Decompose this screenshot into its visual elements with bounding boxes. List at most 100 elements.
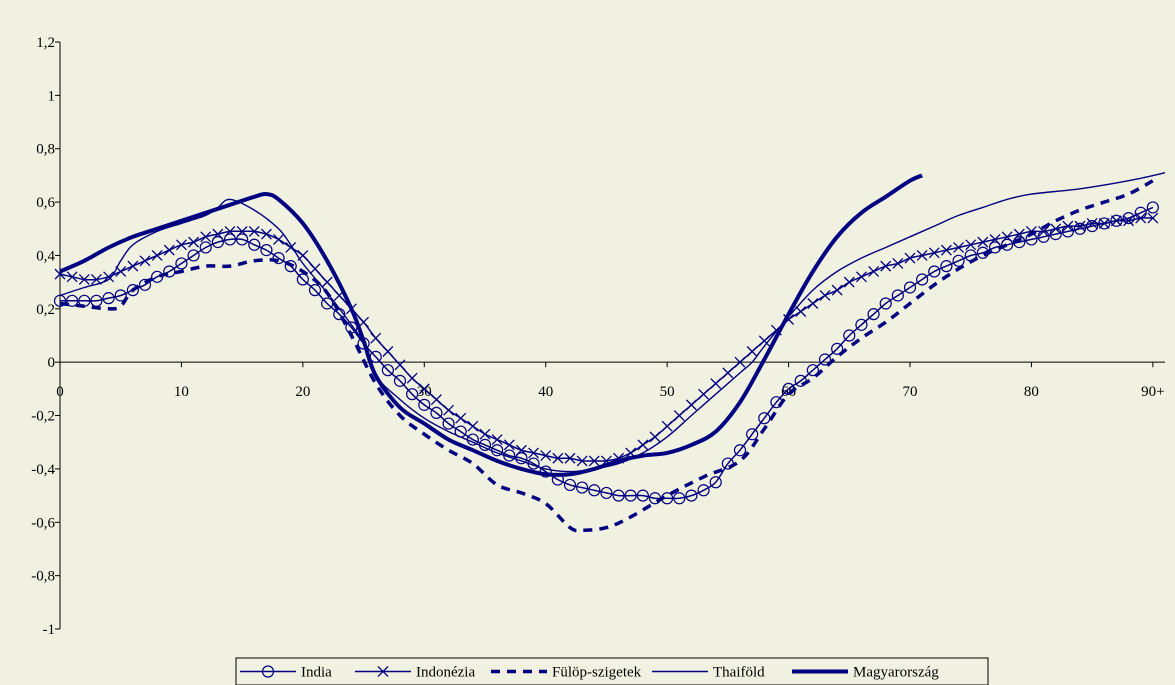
data-point-cross <box>649 431 661 443</box>
data-point-circle <box>442 417 455 430</box>
data-point-cross <box>103 271 115 283</box>
data-point-cross <box>188 236 200 248</box>
data-point-cross <box>855 271 867 283</box>
series-cross <box>54 212 1159 467</box>
data-point-cross <box>467 420 479 432</box>
data-point-circle <box>1073 222 1087 235</box>
y-tick-label: 1 <box>48 88 56 104</box>
y-tick-label: 0,2 <box>36 302 55 318</box>
data-point-circle <box>576 481 589 494</box>
y-tick-label: -0,6 <box>31 515 55 531</box>
x-tick-label: 30 <box>417 384 432 400</box>
data-point-circle <box>223 233 237 246</box>
data-point-cross <box>528 447 540 459</box>
data-point-circle <box>855 318 868 331</box>
data-point-circle <box>406 388 419 401</box>
data-point-circle <box>612 489 625 502</box>
data-point-cross <box>819 290 831 301</box>
data-point-cross <box>260 228 272 240</box>
data-point-cross <box>710 378 722 389</box>
data-point-circle <box>940 260 953 273</box>
data-point-circle <box>673 492 686 505</box>
data-point-cross <box>1123 215 1135 227</box>
data-point-circle <box>952 254 965 267</box>
legend-item: Fülöp-szigetek <box>491 665 642 681</box>
data-point-circle <box>916 273 929 286</box>
data-point-cross <box>916 249 928 261</box>
data-point-cross <box>564 452 576 464</box>
legend-item: India <box>240 665 332 681</box>
data-point-cross <box>212 228 224 240</box>
data-point-circle <box>260 244 273 257</box>
chart-axes: 1,210,80,60,40,20-0,2-0,4-0,6-0,8-10 10 20… <box>31 35 1165 638</box>
data-point-circle <box>114 289 127 302</box>
data-point-cross <box>443 404 455 416</box>
data-point-cross <box>928 247 940 259</box>
data-point-cross <box>139 255 151 267</box>
data-point-cross <box>1062 220 1074 232</box>
data-point-circle <box>163 265 176 278</box>
legend-label: Magyarország <box>853 665 939 681</box>
legend-item: Thaiföld <box>652 665 765 681</box>
data-point-cross <box>127 260 139 272</box>
data-point-circle <box>284 260 297 273</box>
data-point-circle <box>697 484 710 497</box>
y-tick-label: -0,4 <box>31 462 55 478</box>
data-point-circle <box>733 444 747 457</box>
data-point-circle <box>393 374 407 387</box>
data-point-cross <box>224 225 236 237</box>
data-point-cross <box>1147 212 1159 224</box>
data-point-circle <box>903 281 917 294</box>
data-point-cross <box>807 298 819 309</box>
data-point-cross <box>722 367 734 379</box>
data-point-circle <box>1146 201 1159 214</box>
data-point-circle <box>1086 220 1099 233</box>
data-point-cross <box>831 284 843 296</box>
data-point-circle <box>891 289 904 302</box>
data-point-circle <box>66 294 79 307</box>
data-point-circle <box>175 257 188 270</box>
series-line-circle <box>59 206 1154 500</box>
data-point-circle <box>296 273 309 286</box>
x-tick-label: 10 <box>174 384 189 400</box>
data-point-cross <box>78 274 90 285</box>
data-point-cross <box>163 244 175 256</box>
series-thick <box>59 173 923 477</box>
data-point-cross <box>746 346 758 357</box>
data-point-cross <box>503 439 515 451</box>
data-point-cross <box>455 412 467 424</box>
series-line-thin <box>59 172 1166 473</box>
data-point-cross <box>892 257 904 269</box>
data-point-circle <box>685 489 698 502</box>
data-point-cross <box>698 388 710 400</box>
data-point-cross <box>66 271 78 283</box>
data-point-cross <box>989 233 1001 245</box>
data-point-circle <box>138 278 152 291</box>
series-dashed <box>59 179 1154 533</box>
data-point-circle <box>879 297 892 310</box>
data-point-cross <box>940 244 952 256</box>
data-point-cross <box>540 450 552 462</box>
data-point-circle <box>381 364 394 377</box>
data-point-cross <box>576 455 588 467</box>
series-layer <box>53 172 1166 533</box>
data-point-circle <box>248 238 261 251</box>
data-point-cross <box>406 372 418 384</box>
legend-label: Indonézia <box>416 665 475 681</box>
data-point-cross <box>394 359 406 371</box>
data-point-circle <box>418 398 431 411</box>
data-point-cross <box>236 225 248 237</box>
data-point-cross <box>637 439 649 451</box>
data-point-cross <box>200 231 212 243</box>
data-point-cross <box>1050 223 1062 235</box>
legend-item: Magyarország <box>792 665 939 681</box>
data-point-cross <box>685 399 697 411</box>
legend-label: India <box>301 665 332 681</box>
legend: India Indonézia Fülöp-szigetek Thaiföld Magy… <box>235 657 989 685</box>
data-point-circle <box>236 233 249 246</box>
data-point-cross <box>1013 228 1025 240</box>
data-point-cross <box>1038 225 1050 237</box>
y-tick-label: -0,8 <box>31 569 55 585</box>
data-point-circle <box>187 249 200 262</box>
